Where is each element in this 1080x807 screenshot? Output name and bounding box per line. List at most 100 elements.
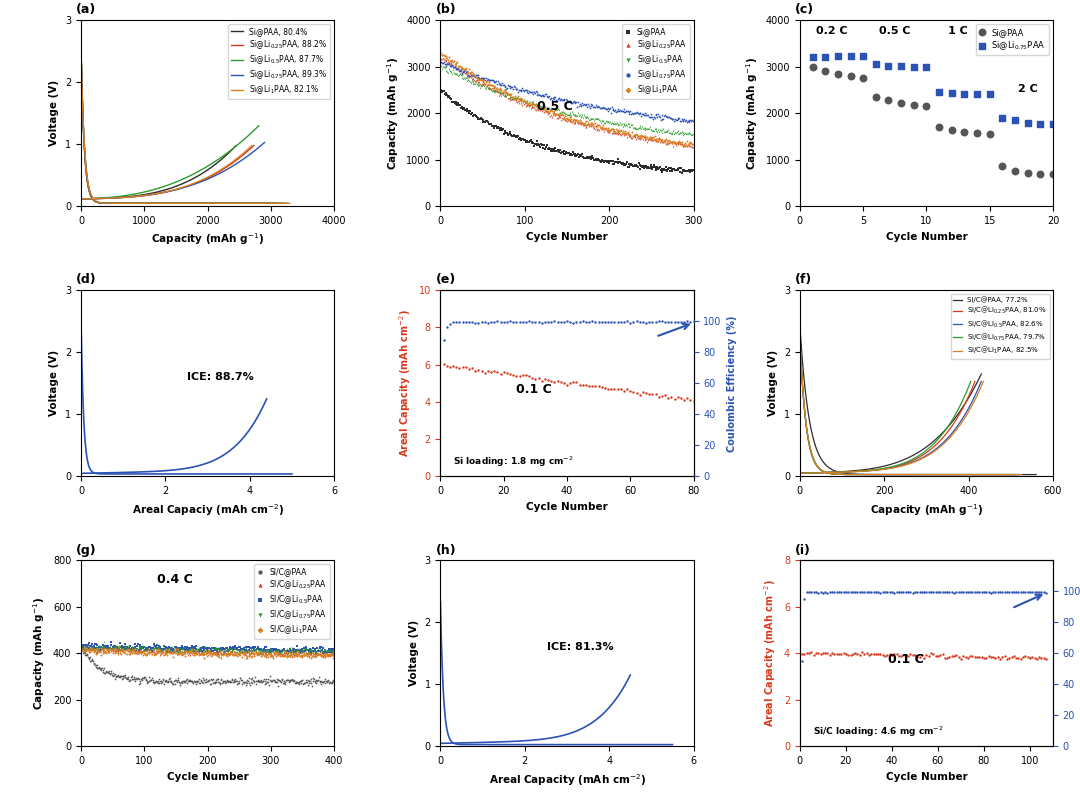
Si@Li$_{0.25}$PAA — [630, 132, 647, 145]
SI/C@PAA — [123, 673, 140, 686]
SI/C@PAA — [280, 674, 297, 687]
SI/C@Li$_{0.75}$PAA — [325, 643, 342, 656]
Si@PAA — [499, 129, 516, 142]
SI/C@Li$_{0.75}$PAA — [279, 642, 296, 655]
Si@Li$_{0.75}$PAA — [581, 101, 598, 114]
Si@PAA — [579, 151, 596, 164]
SI/C@PAA — [200, 675, 217, 688]
Point — [855, 648, 873, 661]
Point — [660, 316, 677, 328]
SI/C@PAA — [126, 672, 144, 685]
SI/C@PAA — [146, 676, 163, 689]
Si@Li$_{0.5}$PAA — [671, 128, 688, 140]
Si@Li$_{0.25}$PAA — [538, 104, 555, 117]
Si@Li$_{0.75}$PAA, 89.3% — [225, 162, 238, 172]
Si@Li$_{0.75}$PAA — [639, 109, 657, 122]
Si@Li$_{0.75}$PAA — [449, 61, 467, 74]
Si@Li$_{0.75}$PAA — [662, 111, 679, 124]
SI/C@Li$_{0.75}$PAA — [164, 642, 181, 655]
SI/C@Li$_{0.75}$PAA — [107, 641, 124, 654]
Si@Li$_{0.75}$PAA — [446, 61, 463, 73]
SI/C@Li$_{0.75}$PAA — [215, 644, 232, 657]
Si@Li$_{1}$PAA — [471, 73, 488, 86]
SI/C@PAA — [281, 676, 298, 689]
SI/C@Li$_{0.75}$PAA — [180, 648, 198, 661]
SI/C@Li$_{0.25}$PAA — [310, 648, 327, 661]
SI/C@Li$_{0.75}$PAA — [108, 642, 125, 655]
SI/C@Li$_{1}$PAA — [224, 647, 241, 660]
SI/C@Li$_{0.25}$PAA — [296, 649, 313, 662]
Point — [685, 395, 702, 408]
Si@Li$_{0.5}$PAA — [499, 88, 516, 101]
SI/C@Li$_{1}$PAA — [242, 644, 259, 657]
Point — [1035, 651, 1052, 664]
Si@PAA — [528, 135, 545, 148]
Si@Li$_{0.5}$PAA — [529, 99, 546, 112]
Si@PAA — [546, 142, 564, 155]
SI/C@Li$_{0.75}$PAA — [299, 646, 316, 659]
Si@Li$_{0.5}$PAA — [639, 123, 657, 136]
SI/C@Li$_{0.25}$PAA — [229, 645, 246, 658]
SI/C@Li$_{0.75}$PAA — [257, 643, 274, 656]
Si@PAA — [649, 160, 666, 173]
Si@Li$_{1}$PAA — [454, 62, 471, 75]
SI/C@Li$_{1}$PAA — [177, 645, 194, 658]
Si@Li$_{0.25}$PAA — [607, 127, 624, 140]
Si@Li$_{0.5}$PAA — [553, 107, 570, 119]
Si@Li$_{0.25}$PAA — [652, 132, 670, 145]
Si@Li$_{0.75}$PAA — [455, 65, 472, 78]
SI/C@Li$_{1}$PAA — [222, 647, 240, 660]
SI/C@Li$_{0.5}$PAA — [131, 645, 148, 658]
SI/C@Li$_{0.75}$PAA — [149, 642, 166, 655]
Point — [842, 648, 860, 661]
Si@Li$_{1}$PAA — [669, 136, 686, 148]
Si@Li$_{0.25}$PAA — [545, 107, 563, 120]
SI/C@Li$_{1}$PAA — [174, 647, 191, 660]
Si@Li$_{0.5}$PAA — [670, 128, 687, 140]
Line: Si@Li$_{1}$PAA, 82.1%: Si@Li$_{1}$PAA, 82.1% — [81, 145, 252, 199]
Point — [1005, 586, 1023, 599]
Si@Li$_{0.75}$PAA — [576, 98, 593, 111]
Point — [953, 652, 970, 665]
SI/C@PAA — [246, 671, 264, 684]
Si@Li$_{0.25}$PAA — [460, 69, 477, 82]
SI/C@Li$_{0.25}$PAA — [245, 649, 262, 662]
SI/C@Li$_{0.25}$PAA — [81, 642, 98, 655]
SI/C@Li$_{1}$PAA — [298, 650, 315, 663]
Si@Li$_{0.25}$PAA — [536, 106, 553, 119]
SI/C@Li$_{0.75}$PAA — [120, 641, 137, 654]
SI/C@Li$_{1}$PAA — [135, 645, 152, 658]
Si@Li$_{0.75}$PAA — [461, 67, 478, 80]
SI/C@Li$_{0.75}$PAA — [103, 642, 120, 655]
Si@Li$_{0.25}$PAA — [545, 107, 563, 120]
Si@Li$_{0.75}$PAA — [654, 113, 672, 126]
SI/C@PAA — [89, 659, 106, 671]
Si@Li$_{0.75}$PAA — [602, 102, 619, 115]
SI/C@Li$_{0.75}$PAA — [214, 646, 231, 659]
Point — [845, 585, 862, 598]
SI/C@Li$_{0.5}$PAA — [283, 645, 300, 658]
Si@Li$_{0.75}$PAA — [680, 114, 698, 127]
SI/C@Li$_{0.75}$PAA — [104, 642, 121, 655]
Si/C@PAA, 77.2% — [942, 421, 955, 431]
SI/C@PAA — [149, 676, 166, 689]
SI/C@Li$_{0.75}$PAA — [312, 645, 329, 658]
Si@Li$_{0.75}$PAA — [568, 96, 585, 109]
Si@Li$_{0.75}$PAA — [510, 83, 527, 96]
Si@PAA — [468, 111, 485, 123]
SI/C@PAA — [227, 674, 244, 687]
SI/C@Li$_{0.5}$PAA — [162, 641, 179, 654]
Point — [996, 586, 1013, 599]
SI/C@Li$_{0.25}$PAA — [266, 648, 283, 661]
SI/C@Li$_{0.75}$PAA — [244, 645, 261, 658]
Point — [634, 386, 651, 399]
Si@Li$_{0.5}$PAA — [445, 67, 462, 80]
SI/C@Li$_{0.75}$PAA — [280, 647, 297, 660]
Si@Li$_{1}$PAA — [539, 105, 556, 118]
Si@Li$_{0.75}$PAA — [465, 69, 483, 82]
SI/C@PAA — [184, 674, 201, 687]
Line: Si@Li$_{0.5}$PAA, 87.7%: Si@Li$_{0.5}$PAA, 87.7% — [81, 126, 259, 199]
SI/C@PAA — [73, 642, 91, 655]
Si@Li$_{0.75}$PAA — [618, 104, 635, 117]
Si@PAA — [652, 162, 670, 175]
